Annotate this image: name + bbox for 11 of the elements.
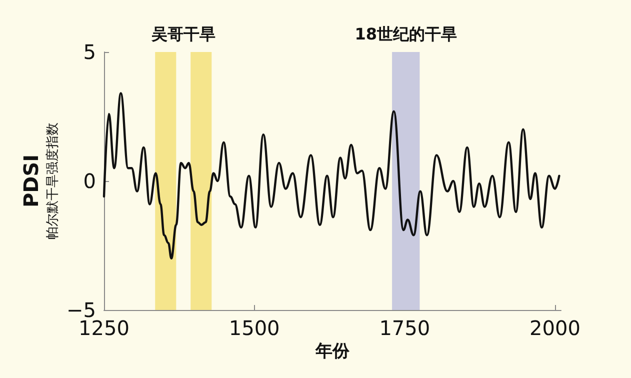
y-axis-title: PDSI 帕尔默干旱强度指数 bbox=[19, 122, 60, 240]
x-tick-label: 2000 bbox=[530, 316, 580, 340]
x-tick-label: 1750 bbox=[379, 316, 430, 340]
y-tick-label: 5 bbox=[83, 40, 96, 64]
x-tick-label: 1500 bbox=[228, 316, 280, 340]
x-axis-title: 年份 bbox=[314, 341, 350, 362]
line-series bbox=[102, 92, 560, 260]
x-tick-label: 1250 bbox=[78, 316, 130, 340]
band-label: 吴哥干旱 bbox=[150, 24, 216, 44]
band-label: 18世纪的干旱 bbox=[354, 24, 457, 44]
y-tick-label: 0 bbox=[83, 169, 96, 193]
